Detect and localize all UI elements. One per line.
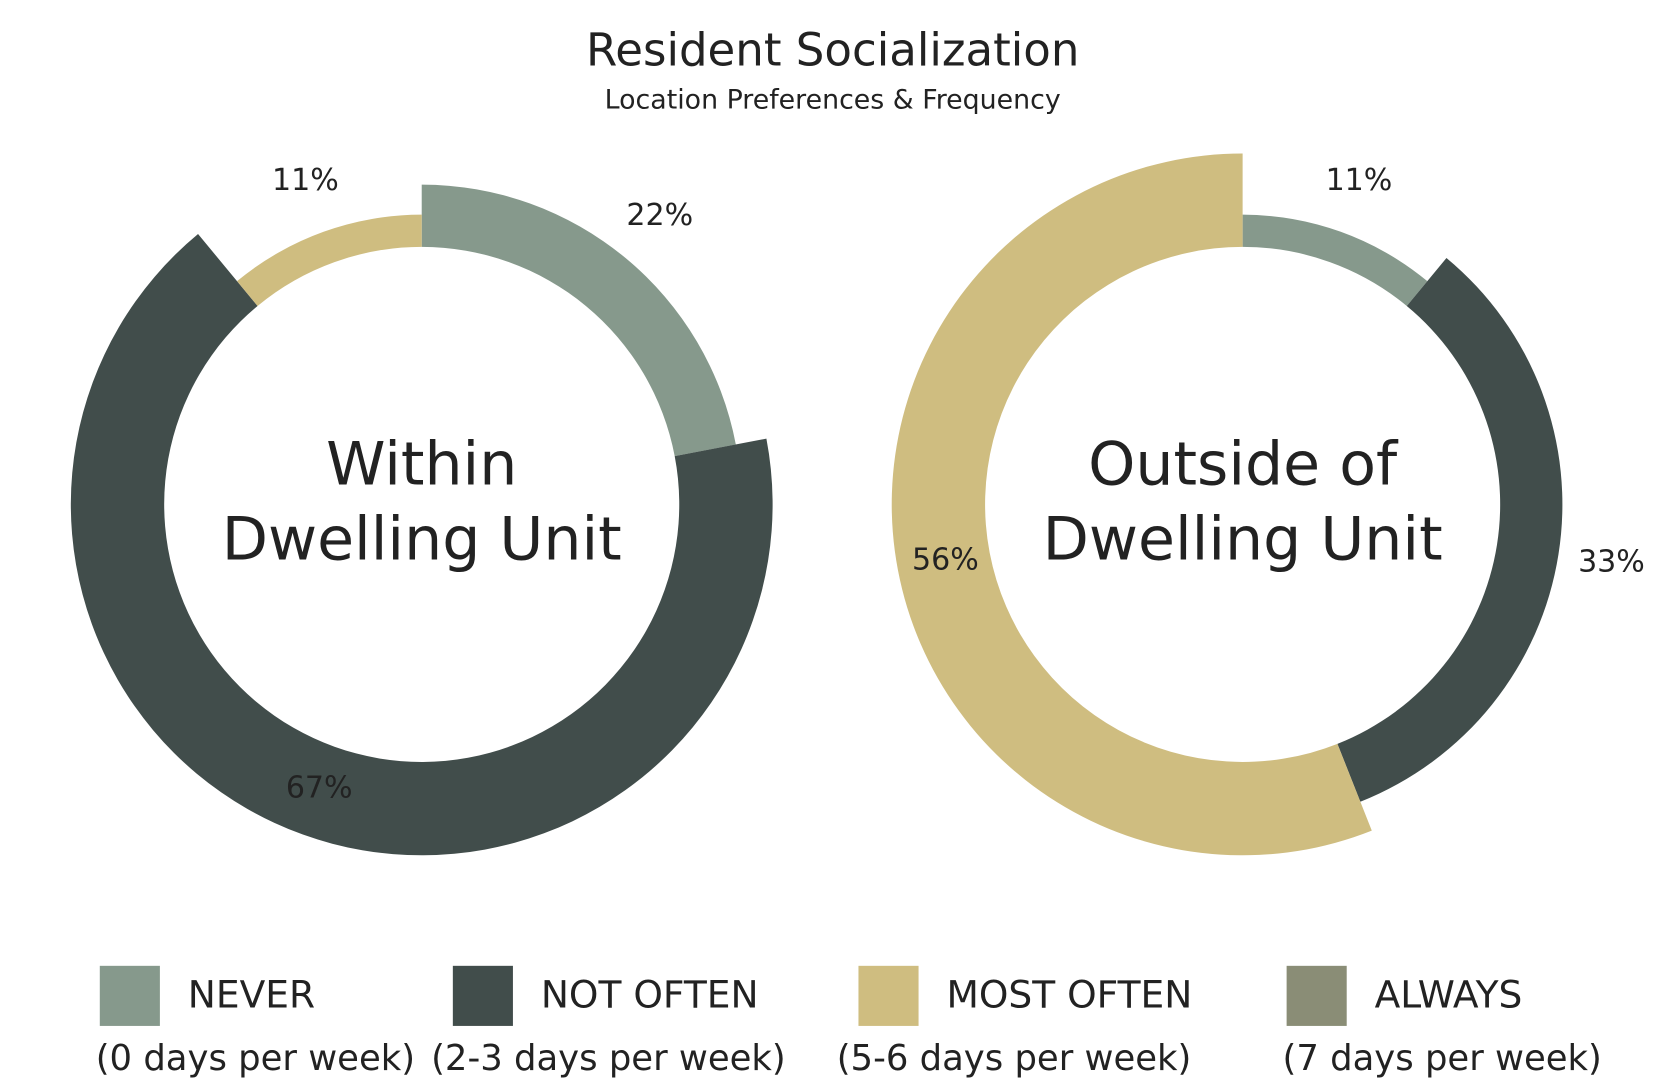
chart-subtitle: Location Preferences & Frequency	[605, 84, 1061, 115]
legend-label: MOST OFTEN	[946, 972, 1192, 1016]
legend-description: (5-6 days per week)	[837, 1038, 1192, 1079]
chart-title: Resident Socialization	[586, 24, 1079, 77]
pie-slice	[1337, 258, 1563, 802]
legend-label: NEVER	[188, 972, 315, 1016]
legend-label: NOT OFTEN	[541, 972, 759, 1016]
value-label: 22%	[626, 198, 693, 233]
pie-slice	[70, 234, 773, 856]
value-label: 67%	[286, 771, 353, 806]
legend-swatch	[452, 965, 513, 1026]
value-label: 56%	[912, 543, 979, 578]
legend-label: ALWAYS	[1375, 972, 1523, 1016]
center-label: Dwelling Unit	[222, 505, 622, 575]
center-label: Dwelling Unit	[1043, 505, 1443, 575]
value-label: 11%	[1326, 163, 1393, 198]
legend-description: (7 days per week)	[1283, 1038, 1602, 1079]
center-label: Outside of	[1088, 430, 1399, 500]
legend-swatch	[858, 965, 919, 1026]
legend-description: (0 days per week)	[96, 1038, 415, 1079]
pie-slice	[1242, 214, 1428, 306]
value-label: 33%	[1578, 544, 1645, 579]
legend-description: (2-3 days per week)	[431, 1038, 786, 1079]
pie-slice	[421, 184, 736, 457]
legend-swatch	[99, 965, 160, 1026]
pie-slice	[891, 153, 1372, 856]
center-label: Within	[326, 430, 517, 500]
legend-swatch	[1286, 965, 1347, 1026]
value-label: 11%	[272, 163, 339, 198]
pie-slice	[237, 214, 422, 306]
